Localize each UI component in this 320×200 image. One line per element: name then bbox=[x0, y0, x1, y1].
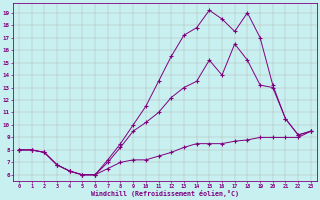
X-axis label: Windchill (Refroidissement éolien,°C): Windchill (Refroidissement éolien,°C) bbox=[91, 190, 239, 197]
